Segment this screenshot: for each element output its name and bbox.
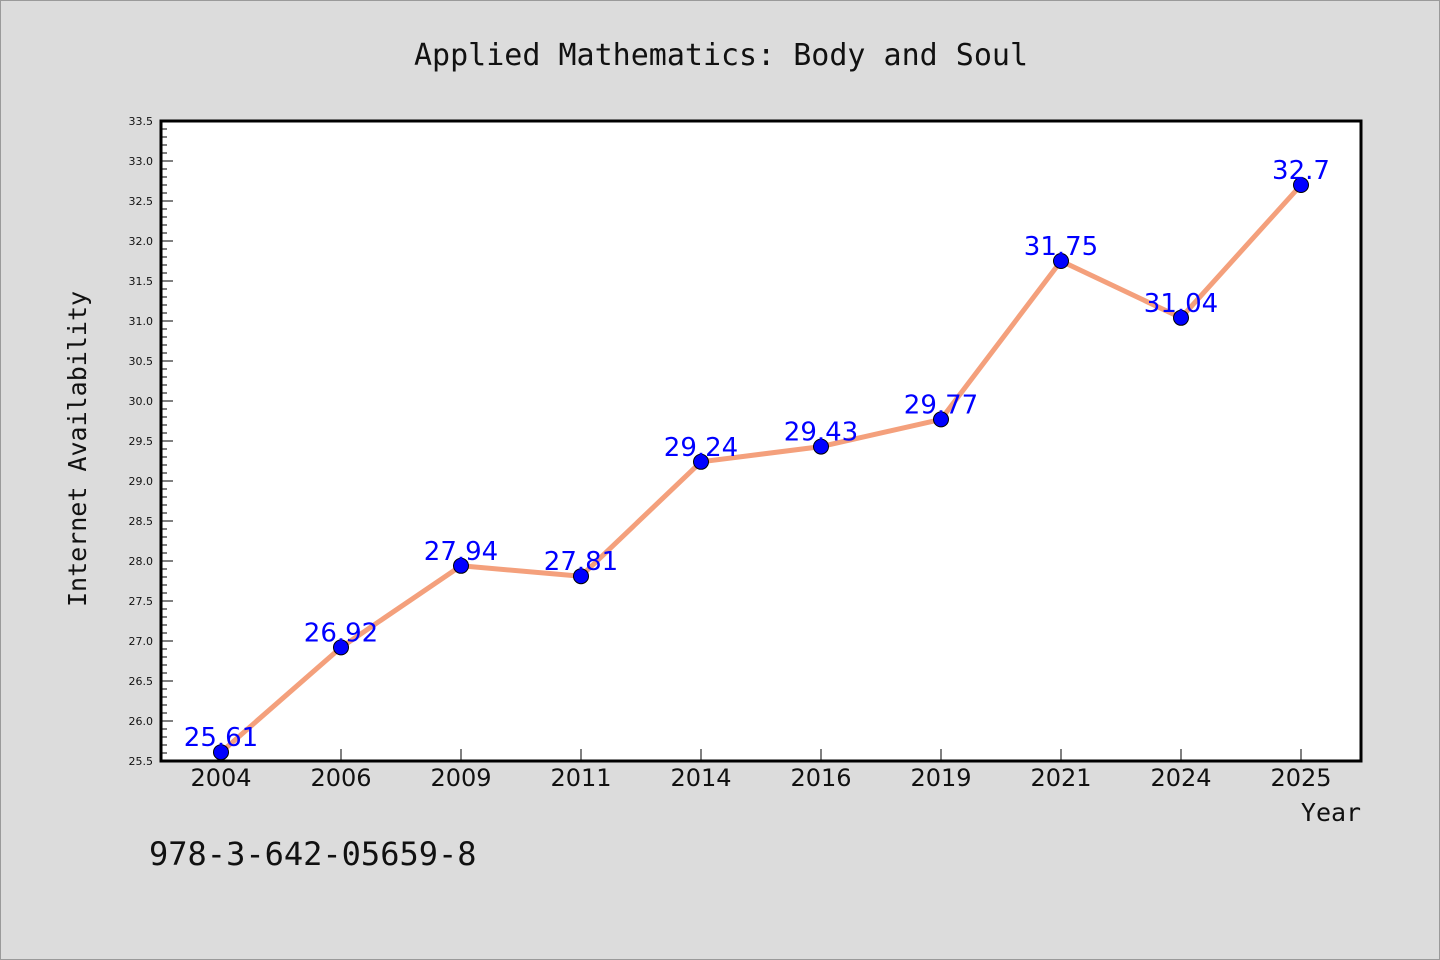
x-tick-label: 2025 (1270, 764, 1331, 792)
x-tick-label: 2024 (1150, 764, 1211, 792)
x-tick-label: 2006 (310, 764, 371, 792)
data-label: 29.77 (904, 390, 978, 420)
y-tick-label: 31.5 (129, 275, 154, 288)
series-layer: 25.61 26.92 27.94 27.81 29.24 29.43 29.77 31.75… (184, 156, 1330, 761)
x-axis-label: Year (1301, 798, 1361, 827)
y-tick-label: 33.0 (129, 155, 154, 168)
data-point (453, 557, 469, 574)
y-tick-label: 32.5 (129, 195, 154, 208)
y-tick-label: 33.5 (129, 115, 154, 128)
x-axis-ticks: 2004 2006 2009 2011 2014 2016 2019 2021 2024 2025 (190, 749, 1332, 792)
y-tick-label: 32.0 (129, 235, 154, 248)
data-label: 31.75 (1024, 232, 1098, 262)
y-tick-label: 27.5 (129, 595, 154, 608)
y-tick-label: 28.0 (129, 555, 154, 568)
chart-title: Applied Mathematics: Body and Soul (414, 38, 1028, 73)
data-point (1053, 253, 1069, 269)
y-tick-label: 31.0 (129, 315, 154, 328)
data-point (1293, 177, 1309, 193)
data-label: 27.94 (424, 537, 498, 567)
data-point (693, 453, 709, 470)
y-axis-label: Internet Availability (63, 291, 92, 607)
y-tick-label: 30.0 (129, 395, 154, 408)
isbn-text: 978-3-642-05659-8 (149, 835, 477, 873)
data-point (813, 438, 829, 455)
y-tick-label: 29.0 (129, 475, 154, 488)
x-tick-label: 2011 (550, 764, 611, 792)
data-point (1173, 309, 1189, 326)
data-label: 25.61 (184, 723, 258, 753)
x-tick-label: 2019 (910, 764, 971, 792)
x-tick-label: 2004 (190, 764, 251, 792)
data-label: 26.92 (304, 618, 378, 648)
x-tick-label: 2016 (790, 764, 851, 792)
y-tick-label: 29.5 (129, 435, 154, 448)
data-point (933, 411, 949, 428)
data-label: 27.81 (544, 547, 618, 577)
y-tick-label: 26.0 (129, 715, 154, 728)
data-label: 29.24 (664, 433, 738, 463)
data-label: 32.7 (1272, 156, 1330, 186)
y-axis-ticks: 25.5 26.0 26.5 27.0 27.5 28.0 28.5 29.0 29.5 30.0… (129, 115, 173, 768)
y-tick-label: 27.0 (129, 635, 154, 648)
series-line (218, 182, 1304, 755)
x-tick-label: 2014 (670, 764, 731, 792)
data-label: 31.04 (1144, 289, 1218, 319)
data-label: 29.43 (784, 418, 858, 448)
y-tick-label: 26.5 (129, 675, 154, 688)
data-point (333, 639, 349, 656)
x-tick-label: 2021 (1030, 764, 1091, 792)
y-tick-label: 28.5 (129, 515, 154, 528)
plot-frame (159, 119, 1363, 763)
y-tick-label: 25.5 (129, 755, 154, 768)
x-tick-label: 2009 (430, 764, 491, 792)
y-tick-label: 30.5 (129, 355, 154, 368)
plot-area (161, 121, 1361, 761)
data-point (573, 568, 589, 585)
